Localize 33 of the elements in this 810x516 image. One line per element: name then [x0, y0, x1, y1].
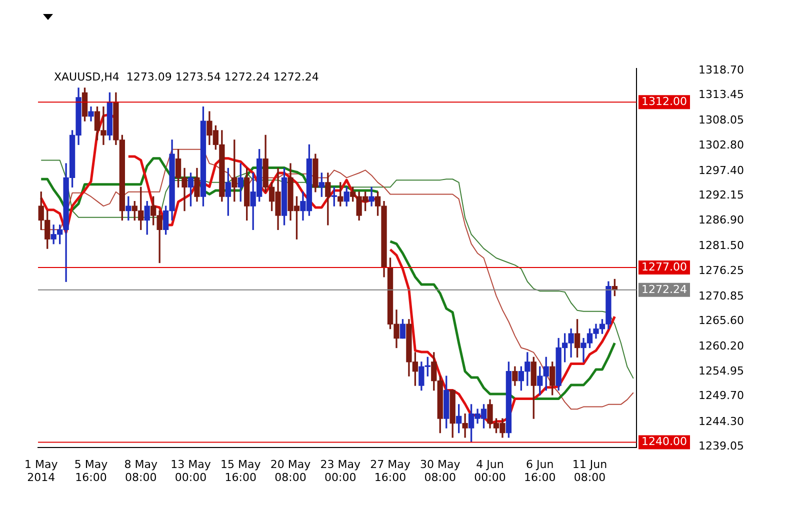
y-tick-label: 1302.80	[698, 138, 744, 152]
y-tick-label: 1281.50	[698, 239, 744, 252]
y-tick-label: 1270.85	[698, 289, 744, 302]
x-tick-label: 8 May 08:00	[124, 458, 158, 484]
ref-line-label: 1312.00	[642, 94, 688, 108]
x-tick-label: 30 May 08:00	[420, 458, 461, 484]
x-tick-label: 27 May 16:00	[370, 458, 411, 484]
y-tick-label: 1244.30	[698, 414, 744, 428]
x-tick-label: 1 May 2014	[24, 458, 58, 484]
y-tick-label: 1313.45	[698, 88, 744, 102]
y-tick-label: 1286.90	[698, 214, 744, 227]
x-tick-label: 23 May 00:00	[320, 458, 361, 484]
y-tick-label: 1292.15	[698, 188, 744, 202]
y-tick-label: 1276.25	[698, 264, 744, 277]
ref-line-label: 1272.24	[642, 282, 688, 296]
y-tick-label: 1265.60	[698, 314, 744, 328]
y-tick-label: 1308.05	[698, 114, 744, 127]
x-tick-label: 20 May 08:00	[270, 458, 312, 484]
ref-line-label: 1277.00	[642, 260, 688, 274]
y-tick-label: 1297.40	[698, 164, 744, 177]
chart-title: XAUUSD,H4 1273.09 1273.54 1272.24 1272.24	[54, 70, 319, 84]
x-tick-label: 11 Jun 08:00	[572, 458, 608, 484]
y-tick-label: 1260.20	[698, 340, 744, 353]
x-tick-label: 4 Jun 00:00	[474, 458, 506, 484]
x-tick-label: 13 May 00:00	[170, 458, 212, 484]
y-tick-label: 1249.70	[698, 389, 744, 402]
x-tick-label: 15 May 16:00	[220, 458, 262, 484]
x-tick-label: 5 May 16:00	[74, 458, 108, 484]
y-tick-label: 1239.05	[698, 440, 744, 453]
ref-line-label: 1240.00	[642, 435, 688, 448]
y-tick-label: 1254.95	[698, 364, 744, 378]
y-tick-label: 1318.70	[698, 63, 744, 76]
x-tick-label: 6 Jun 16:00	[524, 458, 556, 484]
